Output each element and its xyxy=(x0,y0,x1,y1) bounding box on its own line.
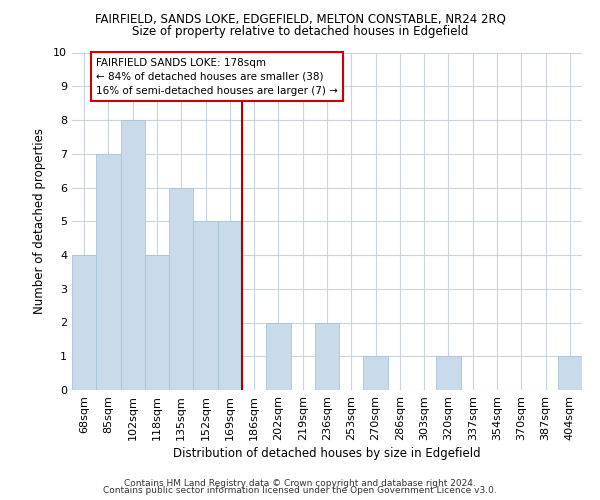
Y-axis label: Number of detached properties: Number of detached properties xyxy=(33,128,46,314)
Bar xyxy=(315,322,339,390)
Bar xyxy=(193,221,218,390)
Bar xyxy=(218,221,242,390)
Bar xyxy=(558,356,582,390)
Bar xyxy=(72,255,96,390)
Bar xyxy=(96,154,121,390)
Bar xyxy=(121,120,145,390)
Text: Contains HM Land Registry data © Crown copyright and database right 2024.: Contains HM Land Registry data © Crown c… xyxy=(124,478,476,488)
Text: Contains public sector information licensed under the Open Government Licence v3: Contains public sector information licen… xyxy=(103,486,497,495)
Text: Size of property relative to detached houses in Edgefield: Size of property relative to detached ho… xyxy=(132,25,468,38)
Bar xyxy=(169,188,193,390)
Bar xyxy=(145,255,169,390)
Text: FAIRFIELD SANDS LOKE: 178sqm
← 84% of detached houses are smaller (38)
16% of se: FAIRFIELD SANDS LOKE: 178sqm ← 84% of de… xyxy=(96,58,338,96)
Bar xyxy=(266,322,290,390)
Text: FAIRFIELD, SANDS LOKE, EDGEFIELD, MELTON CONSTABLE, NR24 2RQ: FAIRFIELD, SANDS LOKE, EDGEFIELD, MELTON… xyxy=(95,12,505,26)
Bar xyxy=(364,356,388,390)
X-axis label: Distribution of detached houses by size in Edgefield: Distribution of detached houses by size … xyxy=(173,447,481,460)
Bar xyxy=(436,356,461,390)
